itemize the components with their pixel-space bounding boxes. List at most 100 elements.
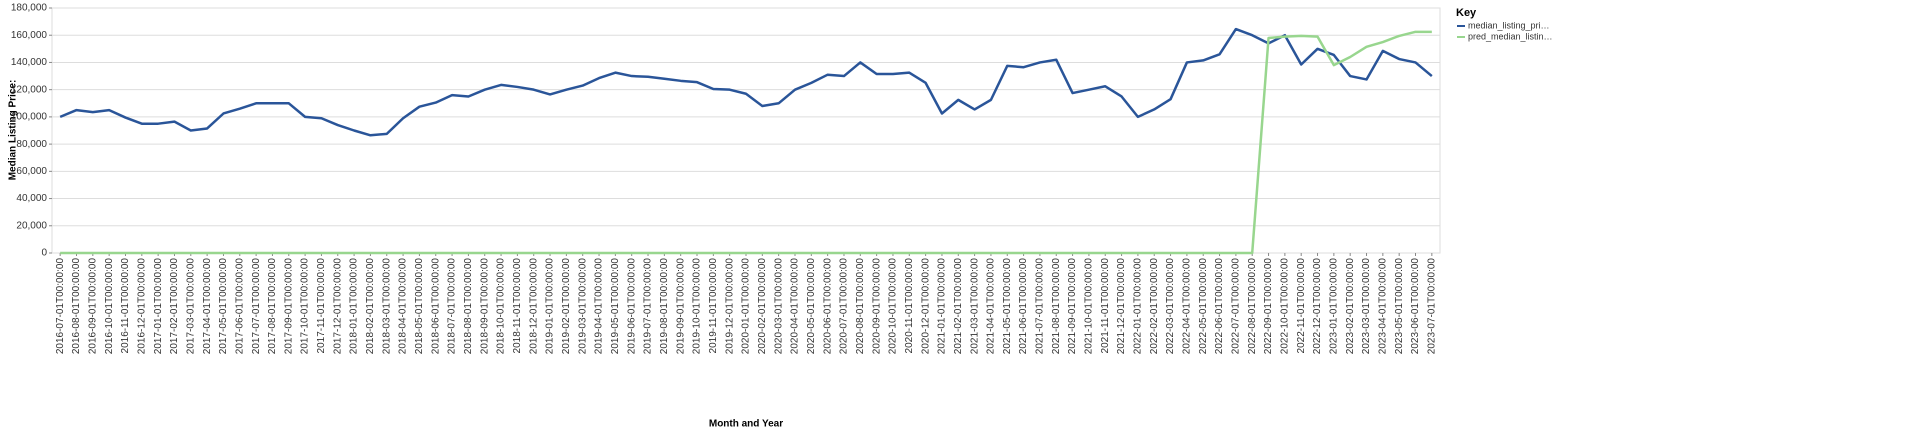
x-tick-label: 2017-04-01T00:00:00	[202, 258, 213, 355]
y-tick-label: 20,000	[16, 220, 47, 231]
x-tick-label: 2023-01-01T00:00:00	[1328, 258, 1339, 355]
x-tick-label: 2021-04-01T00:00:00	[986, 258, 997, 355]
x-tick-label: 2022-05-01T00:00:00	[1198, 258, 1209, 355]
x-tick-label: 2019-07-01T00:00:00	[643, 258, 654, 355]
y-tick-label: 160,000	[11, 30, 48, 41]
x-tick-label: 2021-07-01T00:00:00	[1035, 258, 1046, 355]
x-tick-label: 2023-03-01T00:00:00	[1361, 258, 1372, 355]
x-tick-label: 2023-06-01T00:00:00	[1410, 258, 1421, 355]
y-tick-label: 180,000	[11, 3, 48, 14]
legend-label: pred_median_listin…	[1468, 31, 1553, 41]
x-tick-label: 2017-06-01T00:00:00	[234, 258, 245, 355]
x-tick-label: 2023-05-01T00:00:00	[1394, 258, 1405, 355]
x-tick-label: 2019-03-01T00:00:00	[577, 258, 588, 355]
x-tick-label: 2017-01-01T00:00:00	[153, 258, 164, 355]
x-tick-label: 2019-11-01T00:00:00	[708, 258, 719, 354]
x-tick-label: 2018-02-01T00:00:00	[365, 258, 376, 355]
x-tick-label: 2017-07-01T00:00:00	[251, 258, 262, 355]
x-tick-label: 2020-04-01T00:00:00	[790, 258, 801, 355]
x-tick-label: 2021-01-01T00:00:00	[937, 258, 948, 355]
legend-label: median_listing_pri…	[1468, 20, 1550, 30]
x-tick-label: 2018-01-01T00:00:00	[349, 258, 360, 355]
line-series	[59, 27, 1433, 137]
x-tick-label: 2019-06-01T00:00:00	[626, 258, 637, 355]
x-tick-label: 2019-05-01T00:00:00	[610, 258, 621, 355]
x-tick-label: 2018-07-01T00:00:00	[447, 258, 458, 355]
y-axis-label: Median Listing Price:	[8, 80, 19, 181]
x-tick-label: 2017-09-01T00:00:00	[283, 258, 294, 355]
x-tick-label: 2022-12-01T00:00:00	[1312, 258, 1323, 355]
x-tick-label: 2016-12-01T00:00:00	[136, 258, 147, 355]
y-tick-label: 0	[41, 248, 47, 259]
x-tick-label: 2017-03-01T00:00:00	[185, 258, 196, 355]
line-series	[60, 30, 1432, 255]
x-tick-label: 2022-07-01T00:00:00	[1231, 258, 1242, 355]
x-tick-label: 2017-11-01T00:00:00	[316, 258, 327, 354]
x-tick-label: 2023-02-01T00:00:00	[1345, 258, 1356, 355]
y-tick-label: 40,000	[16, 193, 47, 204]
x-tick-label: 2020-08-01T00:00:00	[855, 258, 866, 355]
x-tick-label: 2021-05-01T00:00:00	[1002, 258, 1013, 355]
x-tick-label: 2018-04-01T00:00:00	[398, 258, 409, 355]
x-tick-label: 2016-09-01T00:00:00	[87, 258, 98, 355]
x-tick-label: 2020-06-01T00:00:00	[822, 258, 833, 355]
x-tick-label: 2017-05-01T00:00:00	[218, 258, 229, 355]
x-tick-label: 2022-09-01T00:00:00	[1263, 258, 1274, 355]
x-tick-label: 2022-11-01T00:00:00	[1296, 258, 1307, 354]
x-tick-label: 2022-10-01T00:00:00	[1280, 258, 1291, 355]
x-tick-label: 2017-10-01T00:00:00	[300, 258, 311, 355]
x-tick-label: 2019-09-01T00:00:00	[675, 258, 686, 355]
x-tick-label: 2021-03-01T00:00:00	[969, 258, 980, 355]
x-tick-label: 2017-02-01T00:00:00	[169, 258, 180, 355]
x-tick-label: 2019-12-01T00:00:00	[724, 258, 735, 355]
x-tick-label: 2020-07-01T00:00:00	[839, 258, 850, 355]
x-tick-label: 2018-05-01T00:00:00	[414, 258, 425, 355]
x-tick-label: 2018-03-01T00:00:00	[381, 258, 392, 355]
x-tick-label: 2020-05-01T00:00:00	[806, 258, 817, 355]
legend-title: Key	[1456, 7, 1477, 19]
x-tick-label: 2019-02-01T00:00:00	[561, 258, 572, 355]
x-tick-label: 2021-08-01T00:00:00	[1051, 258, 1062, 355]
x-tick-label: 2020-03-01T00:00:00	[773, 258, 784, 355]
x-tick-label: 2018-08-01T00:00:00	[463, 258, 474, 355]
y-tick-label: 100,000	[11, 112, 48, 123]
x-tick-label: 2016-07-01T00:00:00	[55, 258, 66, 355]
x-tick-label: 2020-09-01T00:00:00	[871, 258, 882, 355]
x-tick-label: 2018-10-01T00:00:00	[496, 258, 507, 355]
x-axis-label: Month and Year	[709, 419, 783, 430]
x-tick-label: 2022-01-01T00:00:00	[1133, 258, 1144, 355]
x-tick-label: 2020-11-01T00:00:00	[904, 258, 915, 354]
x-tick-label: 2016-10-01T00:00:00	[104, 258, 115, 355]
plot-frame	[51, 7, 1441, 254]
x-tick-label: 2022-06-01T00:00:00	[1214, 258, 1225, 355]
x-tick-label: 2020-01-01T00:00:00	[741, 258, 752, 355]
x-tick-label: 2017-12-01T00:00:00	[332, 258, 343, 355]
x-tick-label: 2020-12-01T00:00:00	[920, 258, 931, 355]
x-tick-label: 2019-10-01T00:00:00	[692, 258, 703, 355]
x-tick-label: 2018-11-01T00:00:00	[512, 258, 523, 354]
x-tick-label: 2021-02-01T00:00:00	[953, 258, 964, 355]
x-tick-label: 2018-06-01T00:00:00	[430, 258, 441, 355]
x-tick-label: 2020-02-01T00:00:00	[757, 258, 768, 355]
x-tick-label: 2019-08-01T00:00:00	[659, 258, 670, 355]
x-tick-label: 2022-03-01T00:00:00	[1165, 258, 1176, 355]
x-tick-label: 2016-11-01T00:00:00	[120, 258, 131, 354]
x-tick-label: 2021-11-01T00:00:00	[1100, 258, 1111, 354]
y-tick-label: 60,000	[16, 166, 47, 177]
x-tick-label: 2020-10-01T00:00:00	[888, 258, 899, 355]
x-tick-label: 2021-09-01T00:00:00	[1067, 258, 1078, 355]
x-tick-label: 2019-04-01T00:00:00	[594, 258, 605, 355]
x-tick-label: 2022-04-01T00:00:00	[1182, 258, 1193, 355]
x-tick-label: 2017-08-01T00:00:00	[267, 258, 278, 355]
x-tick-label: 2023-04-01T00:00:00	[1377, 258, 1388, 355]
x-tick-label: 2022-02-01T00:00:00	[1149, 258, 1160, 355]
x-tick-label: 2022-08-01T00:00:00	[1247, 258, 1258, 355]
x-tick-label: 2021-10-01T00:00:00	[1084, 258, 1095, 355]
x-tick-label: 2021-12-01T00:00:00	[1116, 258, 1127, 355]
y-tick-label: 120,000	[11, 84, 48, 95]
y-tick-label: 140,000	[11, 57, 48, 68]
x-tick-label: 2021-06-01T00:00:00	[1018, 258, 1029, 355]
x-tick-label: 2018-12-01T00:00:00	[528, 258, 539, 355]
x-tick-label: 2016-08-01T00:00:00	[71, 258, 82, 355]
